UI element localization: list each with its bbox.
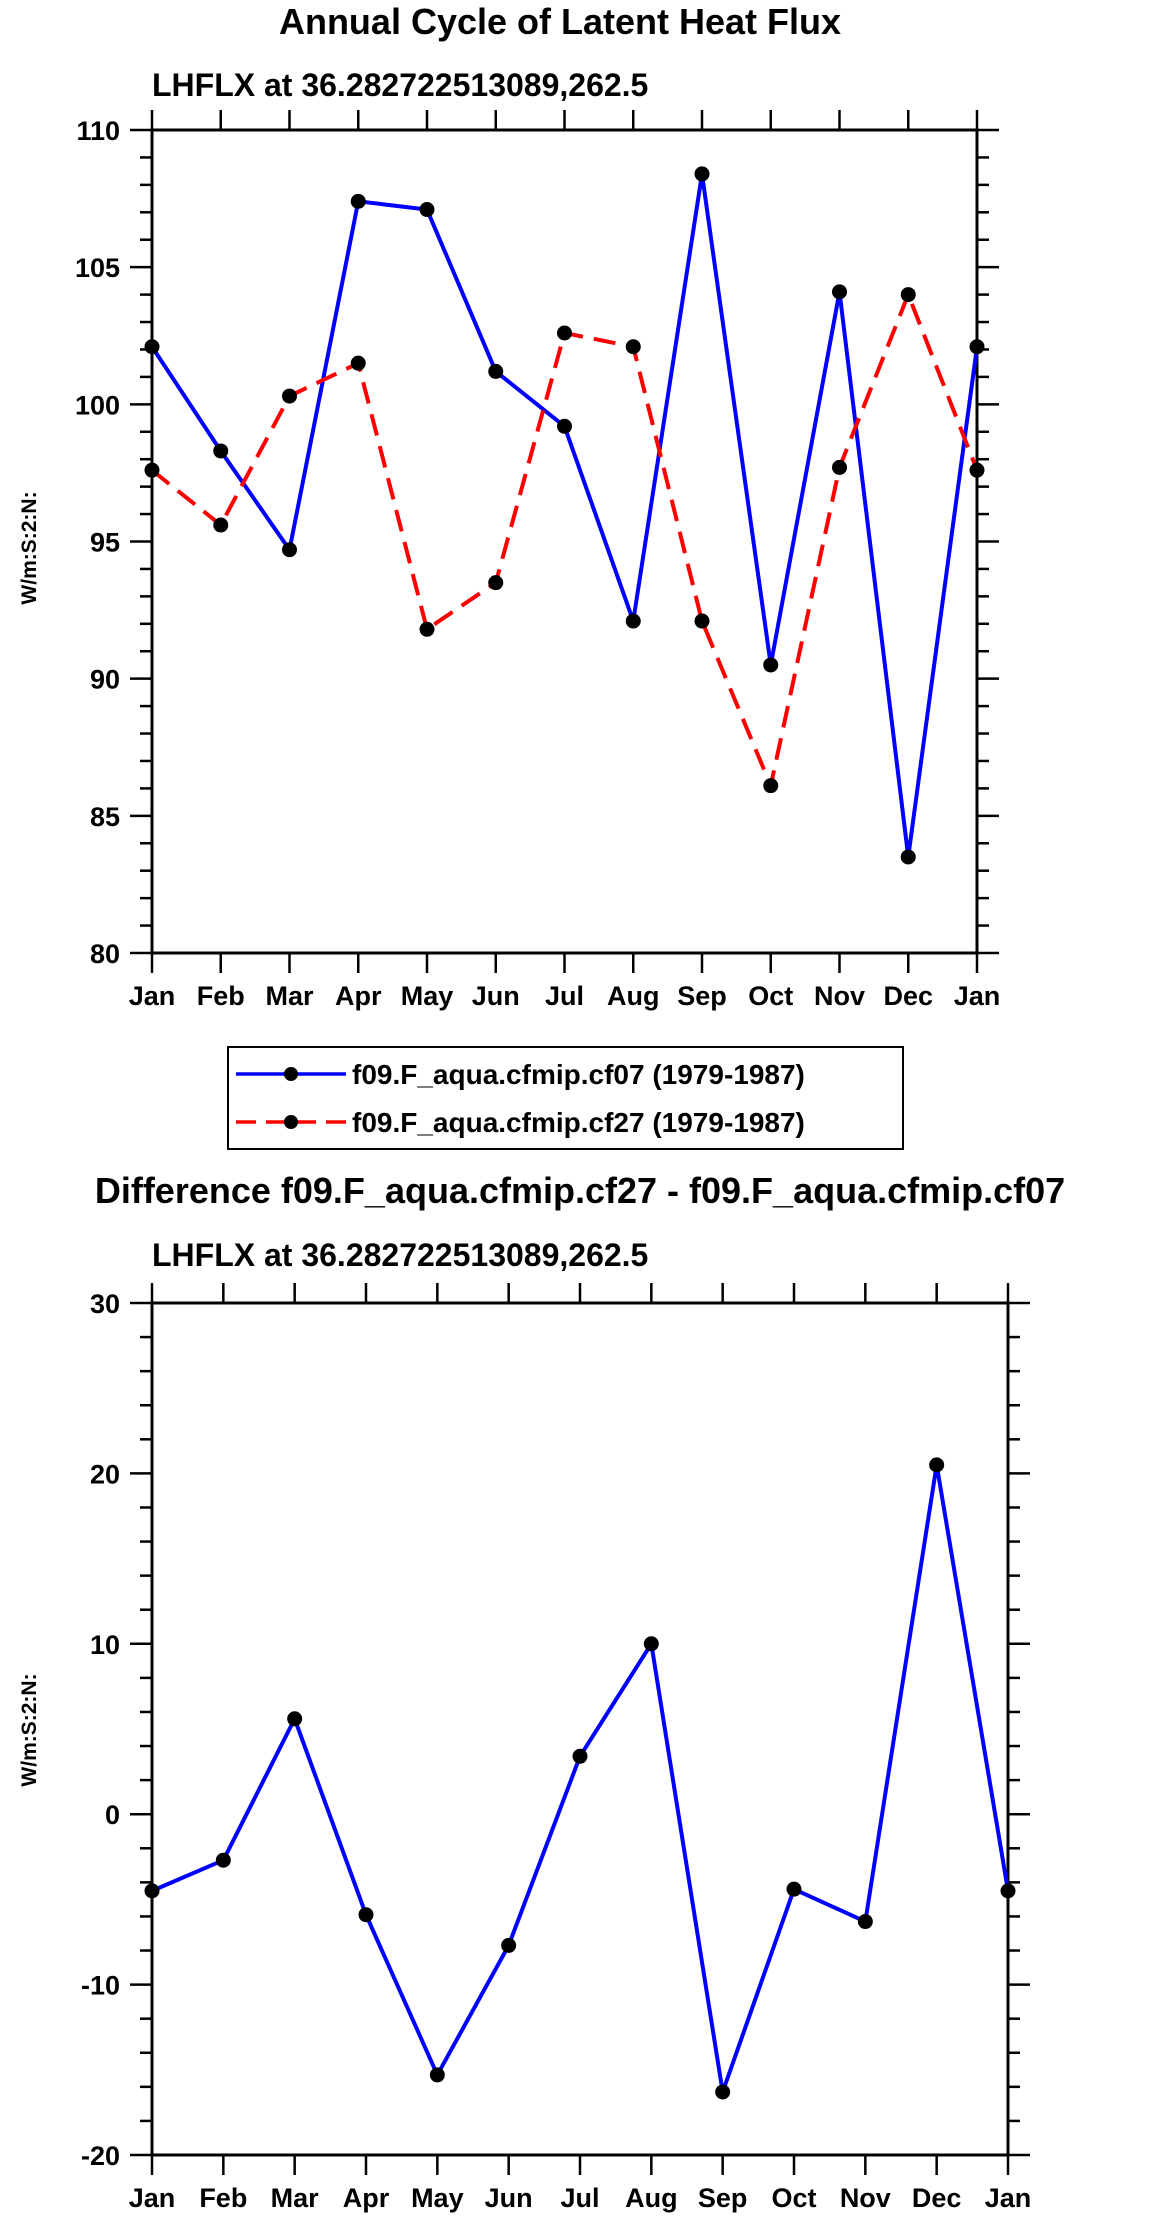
- bottom-series-0-point: [287, 1711, 303, 1727]
- top-x-tick-label: Aug: [607, 981, 659, 1011]
- bottom-y-tick-label: 0: [105, 1800, 120, 1830]
- top-y-tick-label: 85: [90, 802, 120, 832]
- bottom-x-tick-label: Nov: [840, 2183, 891, 2213]
- top-series-1-point: [900, 287, 916, 303]
- top-chart-subtitle: LHFLX at 36.282722513089,262.5: [152, 67, 648, 103]
- top-series-0-point: [557, 418, 572, 434]
- legend-marker-cf07: [284, 1067, 298, 1081]
- bottom-x-tick-label: Apr: [343, 2183, 390, 2213]
- top-plot-frame: [150, 128, 979, 955]
- bottom-x-tick-label: Jan: [985, 2183, 1032, 2213]
- top-series-0-point: [488, 363, 504, 379]
- top-x-tick-label: Jul: [545, 981, 584, 1011]
- top-x-tick-label: Apr: [335, 981, 382, 1011]
- top-y-tick-label: 80: [90, 939, 120, 969]
- top-series-1-point: [144, 462, 160, 478]
- top-legend: f09.F_aqua.cfmip.cf07 (1979-1987) f09.F_…: [227, 1046, 904, 1150]
- bottom-series-0-point: [786, 1881, 802, 1897]
- bottom-y-tick-label: -10: [81, 1971, 120, 2001]
- bottom-x-tick-label: May: [411, 2183, 464, 2213]
- top-x-tick-label: Nov: [814, 981, 865, 1011]
- top-series-1-point: [557, 325, 572, 341]
- top-x-tick-label: Jan: [954, 981, 1001, 1011]
- top-x-tick-label: Oct: [748, 981, 793, 1011]
- bottom-series-0-point: [358, 1907, 374, 1923]
- top-series-0-point: [419, 202, 435, 218]
- top-series-0-point: [625, 613, 641, 629]
- bottom-y-tick-label: 10: [90, 1630, 120, 1660]
- top-y-tick-label: 105: [75, 253, 120, 283]
- top-series-1-point: [488, 575, 504, 591]
- top-series-0-point: [900, 849, 916, 865]
- top-y-tick-label: 100: [75, 390, 120, 420]
- legend-label-cf07: f09.F_aqua.cfmip.cf07 (1979-1987): [352, 1059, 805, 1090]
- legend-marker-cf27: [284, 1115, 298, 1129]
- bottom-x-tick-label: Jun: [485, 2183, 533, 2213]
- top-series-0-point: [144, 339, 160, 355]
- top-y-tick-label: 95: [90, 528, 120, 558]
- bottom-y-tick-label: 30: [90, 1289, 120, 1319]
- bottom-series-0-point: [215, 1852, 231, 1868]
- top-plot-area: 80 85 90 95 100 105 110 Jan Feb Mar Apr May Jun Jul Au…: [75, 110, 1000, 1011]
- bottom-x-tick-label: Jul: [560, 2183, 599, 2213]
- top-x-tick-label: Jun: [472, 981, 520, 1011]
- top-y-axis-label: W/m:S:2:N:: [18, 491, 41, 604]
- top-x-tick-label: Feb: [197, 981, 245, 1011]
- bottom-series-0-point: [429, 2067, 445, 2083]
- top-y-tick-label: 90: [90, 665, 120, 695]
- legend-frame: [227, 1046, 904, 1150]
- bottom-y-tick-label: -20: [81, 2141, 120, 2171]
- top-series-0-point: [282, 542, 297, 558]
- bottom-x-tick-label: Oct: [771, 2183, 816, 2213]
- top-chart-title: Annual Cycle of Latent Heat Flux: [279, 1, 841, 42]
- bottom-x-tick-label: Mar: [271, 2183, 320, 2213]
- top-series-1-point: [282, 388, 297, 404]
- top-x-tick-label: Sep: [677, 981, 727, 1011]
- top-series-0-point: [213, 443, 229, 459]
- top-series-1-point: [419, 621, 435, 637]
- top-x-tick-label: May: [401, 981, 454, 1011]
- top-series-0-point: [763, 657, 779, 673]
- bottom-x-tick-label: Sep: [698, 2183, 748, 2213]
- top-series-0-point: [350, 193, 366, 209]
- bottom-y-axis-label: W/m:S:2:N:: [18, 1673, 41, 1786]
- bottom-plot-area: -20 -10 0 10 20 30 Jan Feb Mar Apr May Jun Jul Aug Sep…: [81, 1283, 1031, 2213]
- bottom-x-tick-label: Aug: [625, 2183, 677, 2213]
- top-x-tick-label: Mar: [265, 981, 314, 1011]
- bottom-series-0-point: [144, 1883, 160, 1899]
- bottom-series-0-point: [715, 2084, 731, 2100]
- top-series-1-point: [763, 778, 779, 794]
- top-series-1-point: [969, 462, 985, 478]
- top-series-1-point: [832, 459, 847, 475]
- bottom-series-0-point: [643, 1636, 659, 1652]
- bottom-series-0-point: [501, 1937, 517, 1953]
- top-series-1-point: [694, 613, 710, 629]
- bottom-y-tick-label: 20: [90, 1459, 120, 1489]
- top-series-1-point: [213, 517, 229, 533]
- top-series-0-point: [969, 339, 985, 355]
- top-series-0-point: [694, 166, 710, 182]
- bottom-series-line-0: [151, 1462, 1010, 2094]
- top-series-1-point: [350, 355, 366, 371]
- bottom-plot-frame: [150, 1301, 1010, 2157]
- bottom-series-0-point: [572, 1748, 588, 1764]
- top-series-1-point: [625, 339, 641, 355]
- top-series-line-1: [150, 292, 979, 788]
- bottom-x-tick-label: Feb: [199, 2183, 247, 2213]
- top-x-tick-label: Dec: [883, 981, 933, 1011]
- top-series-0-point: [832, 284, 847, 300]
- legend-label-cf27: f09.F_aqua.cfmip.cf27 (1979-1987): [352, 1107, 805, 1138]
- bottom-chart-title: Difference f09.F_aqua.cfmip.cf27 - f09.F…: [95, 1170, 1065, 1211]
- bottom-x-tick-label: Dec: [912, 2183, 962, 2213]
- top-x-tick-label: Jan: [129, 981, 176, 1011]
- top-series-line-0: [150, 171, 979, 859]
- bottom-series-0-point: [929, 1457, 945, 1473]
- bottom-x-tick-label: Jan: [129, 2183, 176, 2213]
- bottom-series-0-point: [1000, 1883, 1016, 1899]
- bottom-chart-subtitle: LHFLX at 36.282722513089,262.5: [152, 1237, 648, 1273]
- bottom-series-0-point: [857, 1914, 873, 1930]
- top-y-tick-label: 110: [76, 116, 120, 146]
